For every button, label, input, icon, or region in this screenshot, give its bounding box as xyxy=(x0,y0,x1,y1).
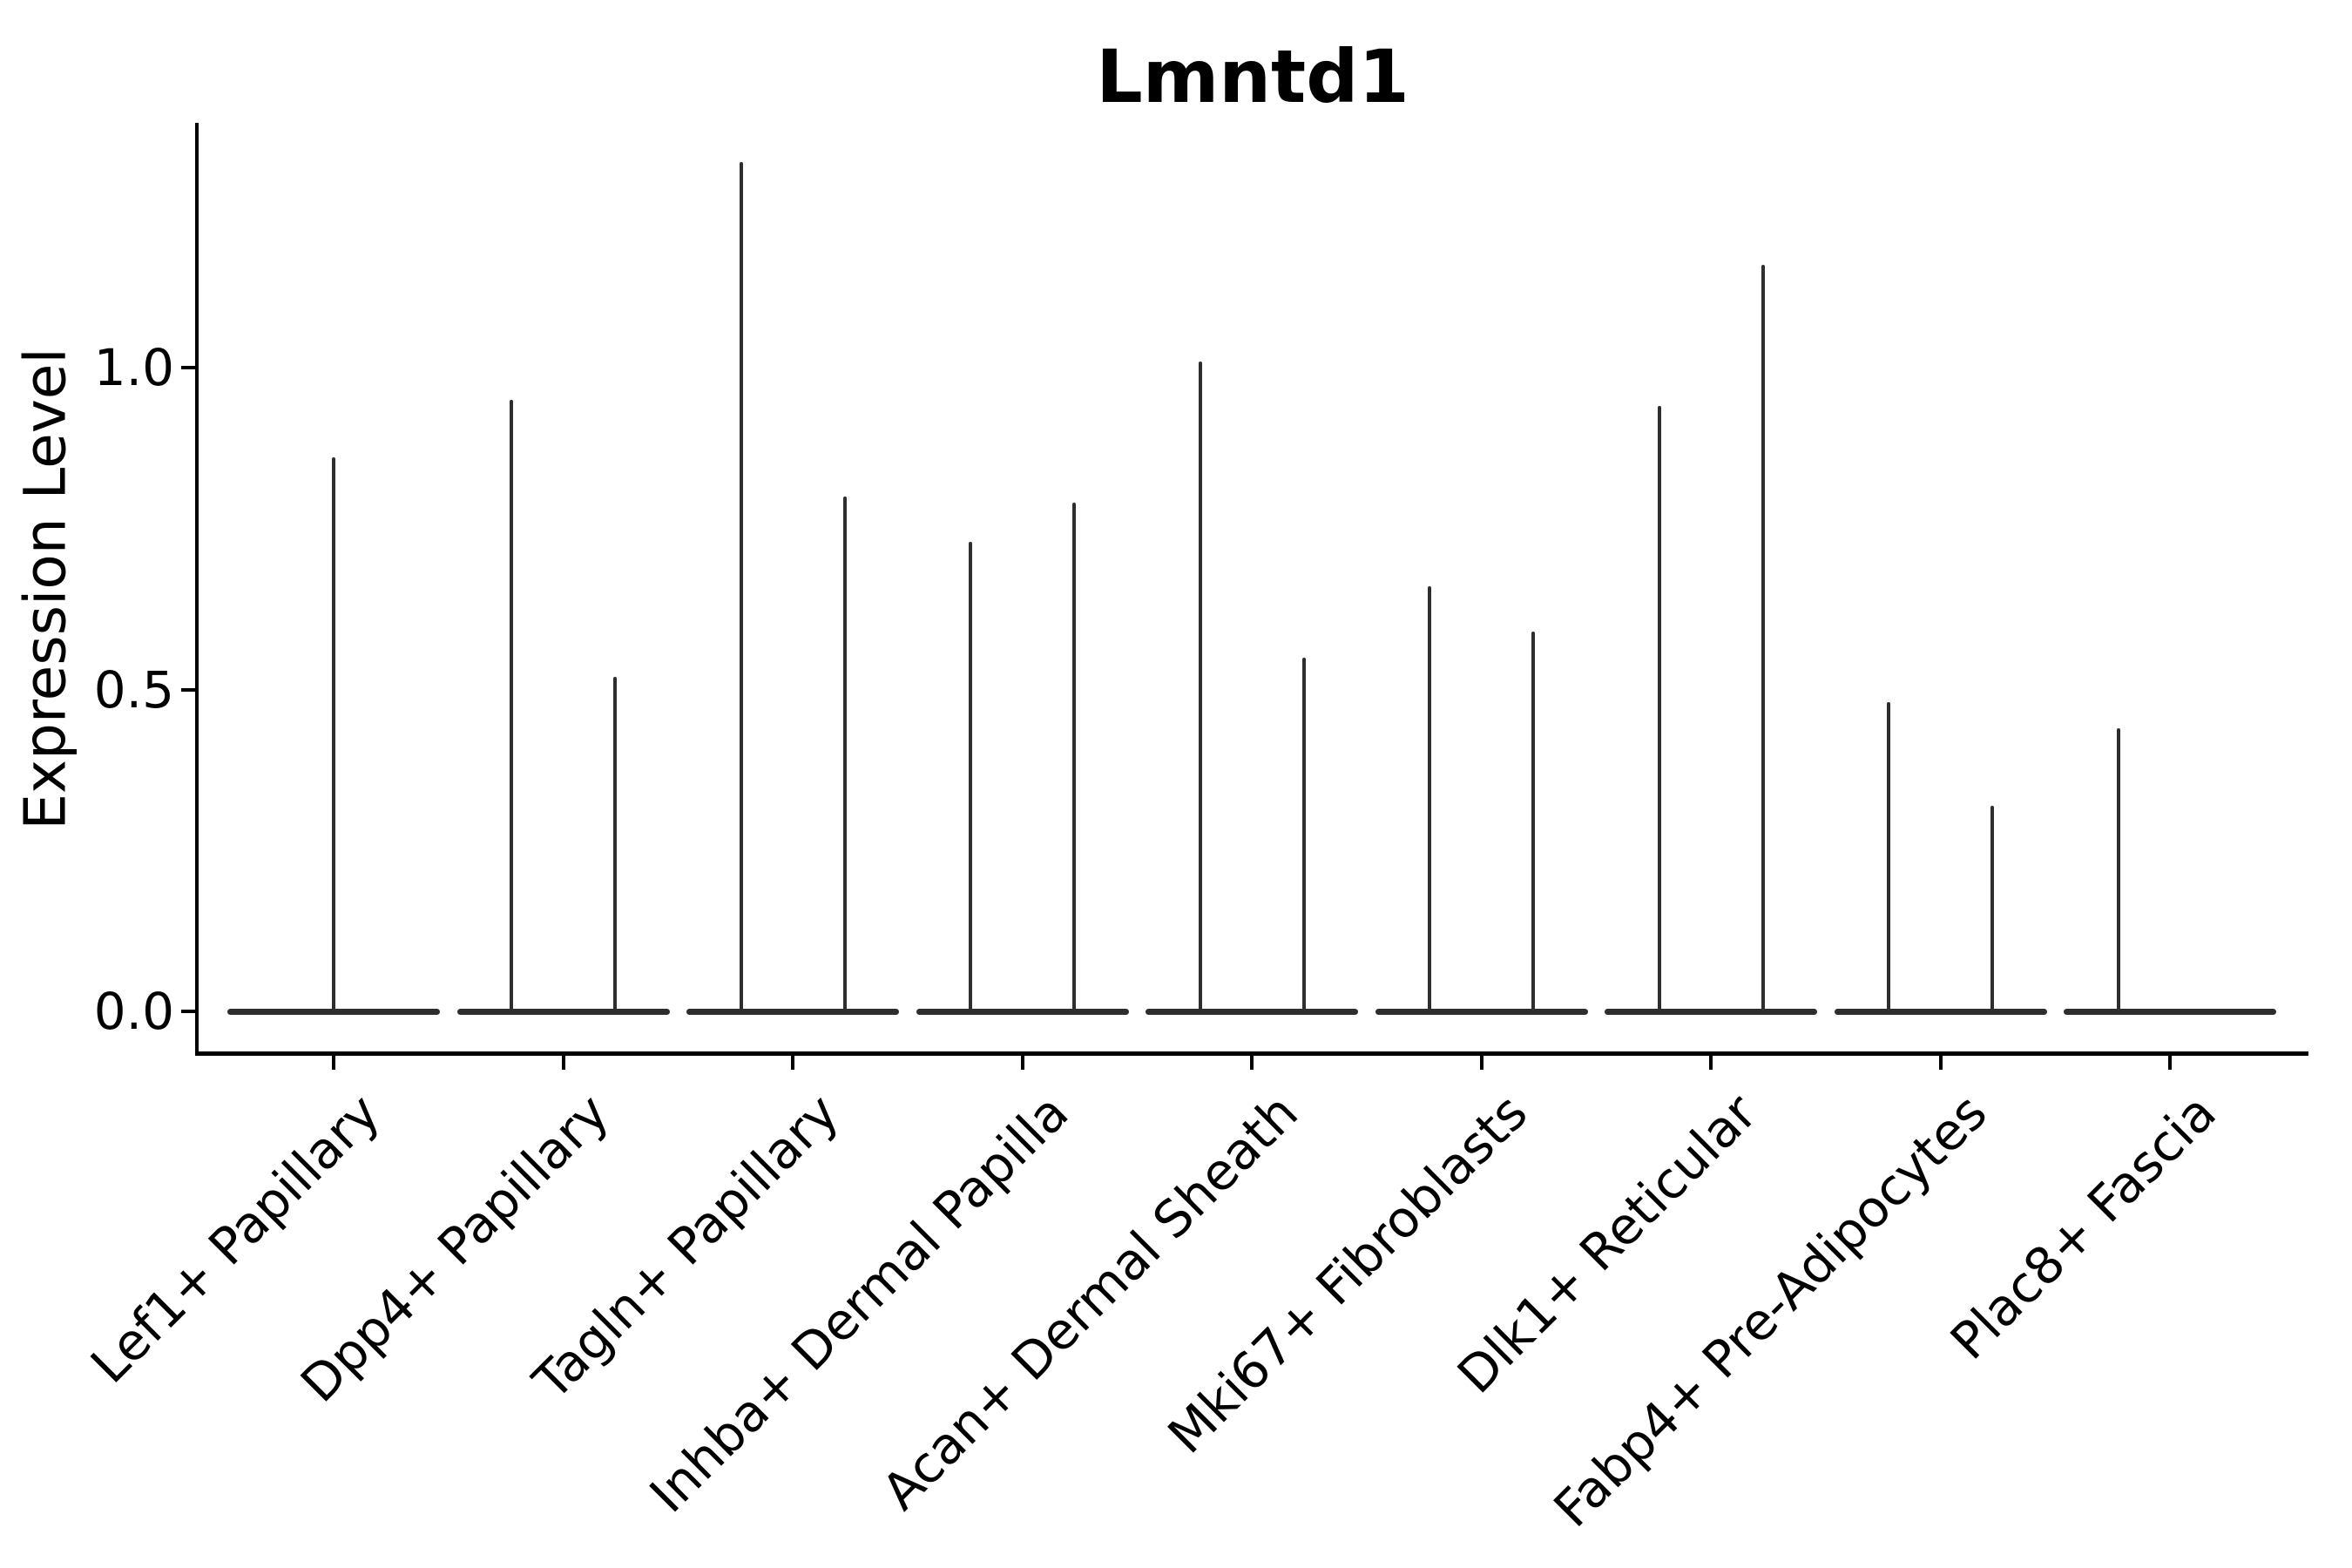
violin-body xyxy=(1834,1008,2047,1015)
x-tick-label: Fabp4+ Pre-Adipocytes xyxy=(1542,1082,1998,1538)
violin-spike xyxy=(842,497,847,1011)
violin-spike xyxy=(739,162,743,1011)
violin-body xyxy=(2064,1008,2276,1015)
y-axis-label: Expression Level xyxy=(11,348,79,830)
violin-spike xyxy=(1198,362,1202,1011)
x-tick-mark xyxy=(1938,1053,1943,1070)
violin-body xyxy=(916,1008,1129,1015)
chart-title: Lmntd1 xyxy=(1096,34,1409,119)
violin-body xyxy=(1146,1008,1358,1015)
y-tick-mark xyxy=(181,687,197,692)
violin-spike xyxy=(1301,658,1306,1011)
x-tick-mark xyxy=(332,1053,335,1070)
y-axis-spine xyxy=(195,123,199,1055)
violin-body xyxy=(686,1008,899,1015)
x-tick-mark xyxy=(2168,1053,2172,1070)
violin-spike xyxy=(1531,632,1535,1011)
violin-body xyxy=(1605,1008,1817,1015)
x-tick-label: Acan+ Dermal Sheath xyxy=(870,1082,1309,1522)
y-tick-mark xyxy=(181,1010,197,1013)
violin-spike xyxy=(613,677,617,1011)
violin-spike xyxy=(1887,702,1890,1011)
x-tick-mark xyxy=(561,1053,565,1070)
x-tick-mark xyxy=(1250,1053,1254,1070)
y-tick-label: 1.0 xyxy=(93,338,174,397)
y-tick-label: 0.5 xyxy=(93,659,174,720)
y-tick-label: 0.0 xyxy=(93,982,174,1041)
violin-body xyxy=(456,1008,670,1015)
violin-spike xyxy=(2116,728,2120,1011)
violin-spike xyxy=(1990,806,1994,1011)
violin-spike xyxy=(1657,406,1661,1011)
violin-spike xyxy=(969,542,972,1011)
violin-spike xyxy=(1428,586,1431,1011)
violin-body xyxy=(227,1008,440,1015)
violin-spike xyxy=(332,457,335,1011)
violin-body xyxy=(1375,1008,1588,1015)
x-tick-mark xyxy=(1709,1053,1713,1070)
y-tick-mark xyxy=(181,366,197,369)
x-tick-mark xyxy=(791,1053,794,1070)
x-tick-label: Inhba+ Dermal Papilla xyxy=(638,1082,1080,1524)
violin-spike xyxy=(1072,503,1076,1011)
x-tick-mark xyxy=(1479,1053,1484,1070)
violin-spike xyxy=(1761,265,1765,1011)
violin-spike xyxy=(510,400,513,1011)
x-tick-mark xyxy=(1020,1053,1024,1070)
